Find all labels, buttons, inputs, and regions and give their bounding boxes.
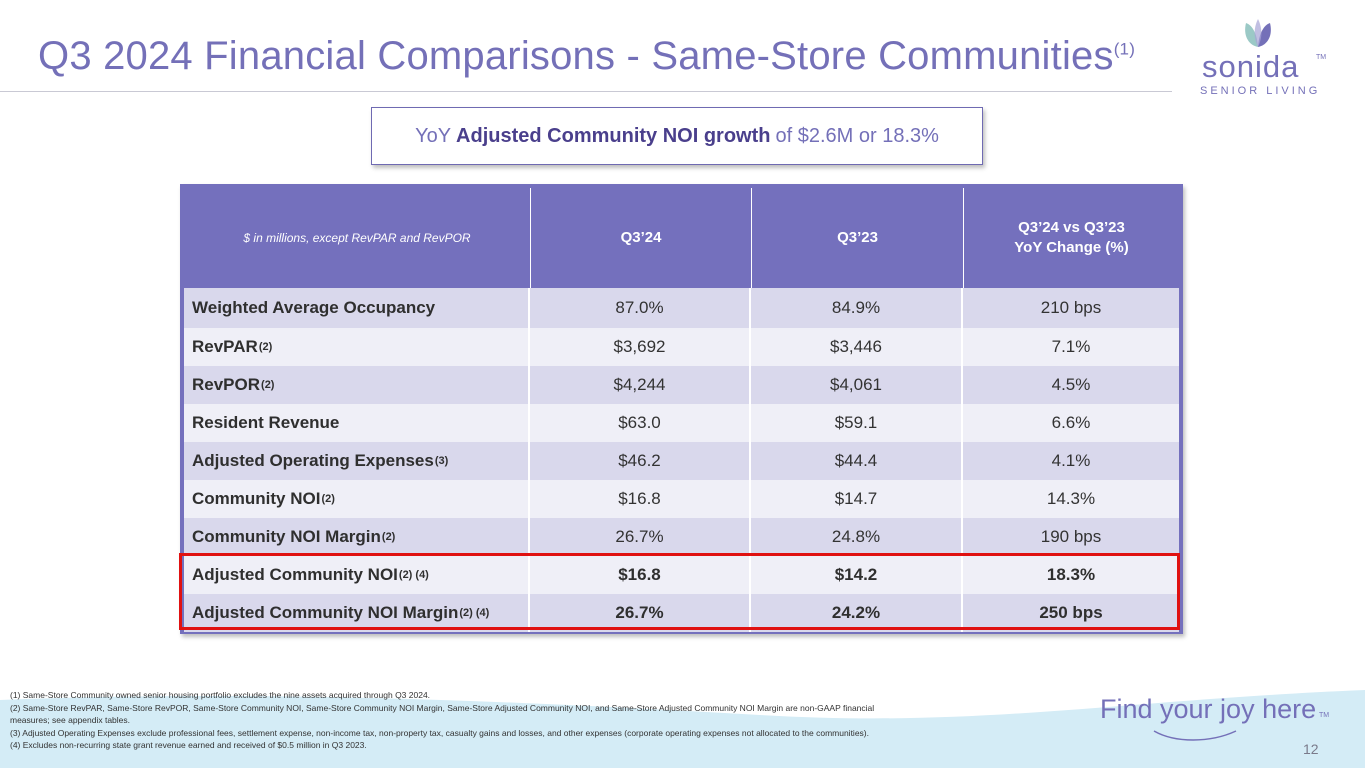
cell-q323: 24.2%: [751, 594, 963, 632]
cell-q323: 84.9%: [751, 288, 963, 328]
cell-q323: $59.1: [751, 404, 963, 442]
cell-q324: $16.8: [530, 480, 751, 518]
footnote-3: (3) Adjusted Operating Expenses exclude …: [10, 727, 869, 738]
callout-post: of $2.6M or 18.3%: [775, 124, 939, 147]
cell-q324: 87.0%: [530, 288, 751, 328]
row-label: Adjusted Community NOI Margin (2) (4): [184, 594, 530, 632]
row-label: RevPAR (2): [184, 328, 530, 366]
cell-change: 4.5%: [963, 366, 1179, 404]
row-label: RevPOR (2): [184, 366, 530, 404]
cell-q324: 26.7%: [530, 594, 751, 632]
row-label: Adjusted Operating Expenses (3): [184, 442, 530, 480]
cell-change: 7.1%: [963, 328, 1179, 366]
table-row: Weighted Average Occupancy 87.0% 84.9% 210 …: [184, 288, 1179, 328]
highlight-box: [179, 553, 1180, 630]
cell-change: 190 bps: [963, 518, 1179, 556]
footnote-4: (4) Excludes non-recurring state grant r…: [10, 740, 367, 750]
row-label: Community NOI (2): [184, 480, 530, 518]
butterfly-logo-icon: [1245, 19, 1271, 47]
row-label-note: (2): [261, 379, 275, 391]
row-label-note: (3): [434, 455, 449, 467]
cell-change: 14.3%: [963, 480, 1179, 518]
table-row: Resident Revenue $63.0 $59.1 6.6%: [184, 404, 1179, 442]
row-label: Weighted Average Occupancy: [184, 288, 530, 328]
row-label: Adjusted Community NOI (2) (4): [184, 556, 530, 594]
cell-q324: 26.7%: [530, 518, 751, 556]
header-change: Q3’24 vs Q3’23 YoY Change (%): [964, 188, 1179, 288]
header-units: $ in millions, except RevPAR and RevPOR: [243, 231, 471, 245]
row-label-text: Adjusted Operating Expenses: [192, 451, 434, 470]
cell-change: 18.3%: [963, 556, 1179, 594]
cell-q324: $63.0: [530, 404, 751, 442]
table-row: RevPOR (2) $4,244 $4,061 4.5%: [184, 366, 1179, 404]
cell-q324: $4,244: [530, 366, 751, 404]
cell-change: 210 bps: [963, 288, 1179, 328]
header-separator: [963, 188, 964, 288]
cell-q323: $4,061: [751, 366, 963, 404]
callout-bold: Adjusted Community NOI growth: [456, 124, 771, 147]
row-label-note: (2) (4): [459, 607, 490, 619]
cell-q323: $14.2: [751, 556, 963, 594]
header-separator: [751, 188, 752, 288]
footnote-1: (1) Same-Store Community owned senior ho…: [10, 690, 431, 700]
smile-swoosh-icon: [1153, 730, 1237, 741]
cell-q324: $3,692: [530, 328, 751, 366]
tagline: Find your joy here: [1100, 694, 1317, 724]
cell-change: 4.1%: [963, 442, 1179, 480]
table-row: Community NOI (2) $16.8 $14.7 14.3%: [184, 480, 1179, 518]
row-label-note: (2): [321, 493, 335, 505]
logo-wordmark: sonida: [1202, 49, 1300, 84]
cell-q324: $16.8: [530, 556, 751, 594]
row-label-text: Adjusted Community NOI Margin: [192, 603, 459, 622]
table-row: Adjusted Operating Expenses (3) $46.2 $44.…: [184, 442, 1179, 480]
row-label-text: Community NOI: [192, 489, 321, 508]
cell-q323: $3,446: [751, 328, 963, 366]
row-label-text: Resident Revenue: [192, 413, 340, 432]
title-divider: [0, 91, 1172, 92]
row-label-text: Adjusted Community NOI: [192, 565, 398, 584]
callout-pre: YoY: [415, 124, 452, 147]
footnotes: (1) Same-Store Community owned senior ho…: [10, 689, 910, 752]
table-row: RevPAR (2) $3,692 $3,446 7.1%: [184, 328, 1179, 366]
cell-change: 250 bps: [963, 594, 1179, 632]
row-label-note: (2): [258, 341, 273, 353]
financial-table: $ in millions, except RevPAR and RevPOR …: [180, 184, 1183, 634]
table-row: Adjusted Community NOI (2) (4) $16.8 $14.2 1…: [184, 556, 1179, 594]
row-label-note: (2) (4): [398, 569, 429, 581]
cell-q323: 24.8%: [751, 518, 963, 556]
table-row: Community NOI Margin (2) 26.7% 24.8% 190 bps: [184, 518, 1179, 556]
logo-subtitle: SENIOR LIVING: [1200, 85, 1321, 97]
footnote-2: (2) Same-Store RevPAR, Same-Store RevPOR…: [10, 702, 875, 726]
cell-q323: $44.4: [751, 442, 963, 480]
header-change-line2: YoY Change (%): [1014, 239, 1129, 256]
cell-q323: $14.7: [751, 480, 963, 518]
row-label-text: RevPAR: [192, 337, 258, 356]
cell-change: 6.6%: [963, 404, 1179, 442]
row-label-note: (2): [381, 531, 396, 543]
row-label-text: Community NOI Margin: [192, 527, 381, 546]
table-row: Adjusted Community NOI Margin (2) (4) 26.7…: [184, 594, 1179, 632]
row-label: Resident Revenue: [184, 404, 530, 442]
header-q324: Q3’24: [620, 229, 662, 246]
tagline-trademark: TM: [1319, 712, 1330, 719]
row-label: Community NOI Margin (2): [184, 518, 530, 556]
page-title: Q3 2024 Financial Comparisons - Same-Sto…: [38, 34, 1136, 78]
header-separator: [530, 188, 531, 288]
cell-q324: $46.2: [530, 442, 751, 480]
logo-trademark: TM: [1316, 54, 1327, 61]
header-change-line1: Q3’24 vs Q3’23: [1018, 219, 1125, 236]
row-label-text: Weighted Average Occupancy: [192, 298, 436, 317]
header-q323: Q3’23: [837, 229, 878, 246]
row-label-text: RevPOR: [192, 375, 261, 394]
page-number: 12: [1303, 741, 1319, 757]
callout-box: YoY Adjusted Community NOI growth of $2.…: [371, 107, 983, 165]
